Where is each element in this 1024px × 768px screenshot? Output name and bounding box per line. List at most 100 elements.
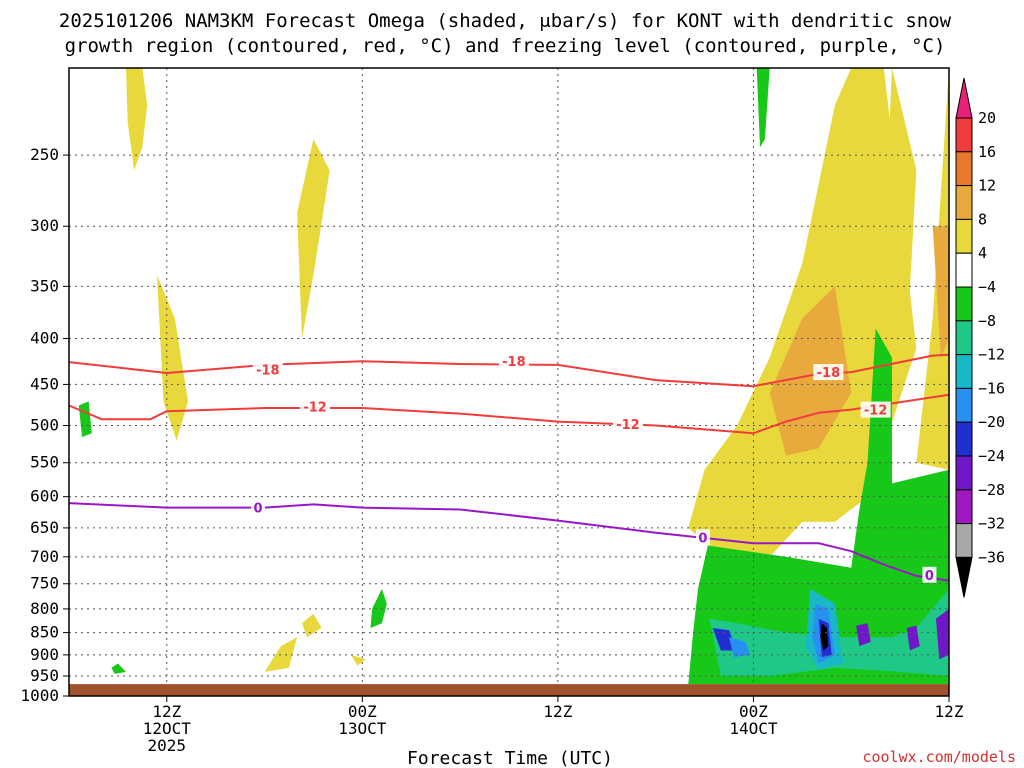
omega-region-sinking-4-west xyxy=(78,401,92,438)
colorbar-swatch-12 xyxy=(955,489,973,525)
colorbar-label-3: 8 xyxy=(978,210,987,228)
colorbar-label-13: −36 xyxy=(978,548,1005,566)
contour-label-bg-3 xyxy=(300,398,331,415)
omega-region-rising-8to12-core xyxy=(769,286,852,456)
y-tick-label-250: 250 xyxy=(30,145,59,164)
omega-region-rising-8to12-right xyxy=(932,226,949,358)
y-tick-label-600: 600 xyxy=(30,487,59,506)
contour-label-bg-4 xyxy=(612,415,643,432)
colorbar-label-2: 12 xyxy=(978,177,996,195)
omega-region-rising-4to8-mid2 xyxy=(302,613,322,638)
colorbar-label-6: −8 xyxy=(978,312,996,330)
x-tick-label-54-1: 12Z xyxy=(935,702,964,721)
y-tick-label-400: 400 xyxy=(30,328,59,347)
omega-region-rising-4to8-mid3 xyxy=(350,654,366,666)
y-tick-label-1000: 1000 xyxy=(20,686,59,705)
omega-region-rising-4to8-right-edge xyxy=(883,68,917,358)
omega-region-sinking-28-purple-3 xyxy=(936,608,949,660)
colorbar-swatch-1 xyxy=(955,117,973,153)
colorbar-swatch-7 xyxy=(955,320,973,356)
colorbar-label-9: −20 xyxy=(978,413,1005,431)
contour-label-bg-5 xyxy=(860,401,891,418)
ground-layer xyxy=(69,684,949,696)
contour-label-3: -12 xyxy=(303,400,327,415)
colorbar-label-4: 4 xyxy=(978,244,987,262)
contour-label-8: 0 xyxy=(925,569,934,584)
colorbar: 20 16 12 8 4 −4 −8 −12 −16 −20 −24 −28 −32 −36 xyxy=(955,77,1005,598)
contour-label-5: -12 xyxy=(864,404,888,419)
y-tick-label-800: 800 xyxy=(30,599,59,618)
contour-label-1: -18 xyxy=(502,355,526,370)
contour-freezing-level-0 xyxy=(68,502,950,582)
contour-label-2: -18 xyxy=(817,366,841,381)
omega-region-sinking-28-purple-2 xyxy=(906,625,920,651)
colorbar-label-12: −32 xyxy=(978,515,1005,533)
x-tick-label-42-2: 14OCT xyxy=(729,719,778,738)
colorbar-label-1: 16 xyxy=(978,143,996,161)
contour-label-bg-6 xyxy=(251,499,266,516)
contour-label-bg-0 xyxy=(252,361,283,378)
colorbar-label-0: 20 xyxy=(978,109,996,127)
contour-label-0: -18 xyxy=(256,363,280,378)
contour-label-7: 0 xyxy=(698,531,707,546)
y-tick-label-700: 700 xyxy=(30,547,59,566)
plot-frame xyxy=(68,67,950,697)
omega-region-sinking-4-midlow xyxy=(370,588,387,628)
contour-label-bg-1 xyxy=(498,353,529,370)
x-tick-label-42-1: 00Z xyxy=(739,702,768,721)
x-tick-label-6-1: 12Z xyxy=(152,702,181,721)
colorbar-swatch-13 xyxy=(955,523,973,558)
chart-title-line2: growth region (contoured, red, °C) and f… xyxy=(65,35,946,57)
contour-label-bg-2 xyxy=(813,364,844,381)
omega-region-sinking-16-blue-3 xyxy=(729,637,751,658)
colorbar-swatch-10 xyxy=(955,421,973,457)
omega-region-sinking-28-purple-1 xyxy=(856,623,871,647)
omega-region-rising-4to8-top-left xyxy=(126,68,148,171)
x-tick-label-18-1: 00Z xyxy=(348,702,377,721)
contour-label-bg-7 xyxy=(695,529,710,546)
omega-region-rising-4to8-west xyxy=(157,275,188,441)
y-tick-label-500: 500 xyxy=(30,416,59,435)
y-tick-label-950: 950 xyxy=(30,666,59,685)
y-tick-label-450: 450 xyxy=(30,374,59,393)
contours: -18 -18 -18 -12 -12 -12 0 0 0 xyxy=(68,353,950,584)
colorbar-bottom-triangle xyxy=(955,556,973,598)
chart-title-line1: 2025101206 NAM3KM Forecast Omega (shaded… xyxy=(59,10,952,32)
y-tick-label-750: 750 xyxy=(30,574,59,593)
x-axis-title: Forecast Time (UTC) xyxy=(407,748,613,768)
colorbar-label-5: −4 xyxy=(978,278,996,296)
x-tick-label-6-2: 12OCT xyxy=(143,719,192,738)
contour-dendritic-minus18 xyxy=(68,353,950,388)
omega-region-sinking-36-core xyxy=(820,623,829,651)
contour-label-6: 0 xyxy=(254,502,263,517)
y-tick-label-350: 350 xyxy=(30,276,59,295)
contour-dendritic-minus12 xyxy=(68,393,950,435)
colorbar-swatch-2 xyxy=(955,151,973,187)
contour-label-4: -12 xyxy=(616,418,640,433)
colorbar-label-11: −28 xyxy=(978,481,1005,499)
contour-label-bg-8 xyxy=(922,566,937,583)
colorbar-swatch-3 xyxy=(955,185,973,220)
gridlines xyxy=(69,68,950,697)
colorbar-label-10: −24 xyxy=(978,447,1005,465)
y-tick-label-900: 900 xyxy=(30,645,59,664)
colorbar-swatch-6 xyxy=(955,286,973,322)
ground-terrain xyxy=(69,684,949,696)
omega-region-rising-4to8-mid xyxy=(297,139,330,339)
y-tick-label-650: 650 xyxy=(30,518,59,537)
omega-region-rising-4to8-tower xyxy=(688,68,917,568)
credit-text: coolwx.com/models xyxy=(862,748,1016,766)
y-tick-label-850: 850 xyxy=(30,623,59,642)
colorbar-swatch-5 xyxy=(955,252,973,288)
colorbar-top-triangle xyxy=(955,77,973,119)
y-tick-label-550: 550 xyxy=(30,453,59,472)
x-tick-label-6-3: 2025 xyxy=(148,736,187,755)
colorbar-swatch-4 xyxy=(955,218,973,254)
omega-region-sinking-4-top xyxy=(756,68,770,148)
x-tick-label-30-1: 12Z xyxy=(543,702,572,721)
colorbar-swatch-9 xyxy=(955,387,973,423)
omega-region-sinking-4-westlow xyxy=(111,663,126,674)
colorbar-swatch-11 xyxy=(955,455,973,491)
